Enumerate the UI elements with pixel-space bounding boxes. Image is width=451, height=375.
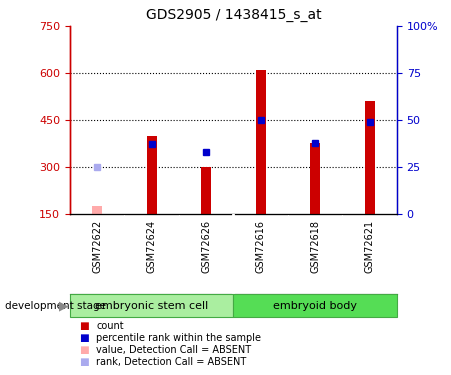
Text: percentile rank within the sample: percentile rank within the sample (96, 333, 261, 343)
Text: value, Detection Call = ABSENT: value, Detection Call = ABSENT (96, 345, 251, 355)
Text: GSM72626: GSM72626 (201, 220, 211, 273)
Text: GSM72621: GSM72621 (364, 220, 375, 273)
Bar (147, 136, 156, 214)
Text: embryonic stem cell: embryonic stem cell (95, 301, 208, 310)
Text: development stage: development stage (5, 301, 106, 310)
Text: rank, Detection Call = ABSENT: rank, Detection Call = ABSENT (96, 357, 246, 367)
Text: GSM72622: GSM72622 (92, 220, 102, 273)
Text: ■: ■ (79, 357, 89, 367)
Text: ■: ■ (79, 321, 89, 331)
Bar (201, 167, 211, 214)
Text: ▶: ▶ (59, 299, 68, 312)
Bar (365, 101, 374, 214)
Text: GSM72618: GSM72618 (310, 220, 320, 273)
Bar (256, 70, 266, 214)
Bar (234, 294, 397, 317)
Text: ■: ■ (79, 333, 89, 343)
Text: ■: ■ (79, 345, 89, 355)
Text: GSM72616: GSM72616 (256, 220, 266, 273)
Title: GDS2905 / 1438415_s_at: GDS2905 / 1438415_s_at (146, 9, 321, 22)
Bar (70, 294, 234, 317)
Bar (92, 206, 102, 214)
Text: embryoid body: embryoid body (273, 301, 357, 310)
Text: count: count (96, 321, 124, 331)
Bar (310, 144, 320, 214)
Text: GSM72624: GSM72624 (147, 220, 156, 273)
